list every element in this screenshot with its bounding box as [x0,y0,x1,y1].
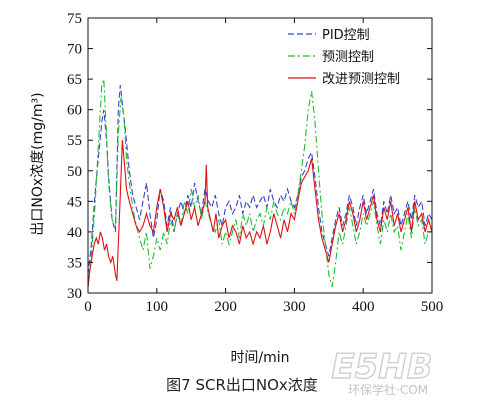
y-tick-label: 70 [67,42,82,58]
ticks-layer: 0 100 200 300 400 500 30 35 40 45 50 55 60 65 70 75 [67,11,443,315]
watermark-text: E5HB [331,347,432,387]
x-tick-label: 400 [352,299,375,315]
series-line-2 [87,78,432,288]
legend-label-3: 改进预测控制 [322,72,400,87]
axes-layer [87,17,433,294]
y-axis-label: 出口NOx浓度(mg/m³) [30,92,46,235]
legend-label-2: 预测控制 [322,50,374,65]
y-tick-label: 40 [67,225,82,241]
x-tick-label: 0 [84,299,92,315]
x-tick-label: 300 [283,299,306,315]
watermark-subtext: 环保学社·COM [348,382,428,397]
legend-label-1: PID控制 [322,28,370,43]
chart: 0 100 200 300 400 500 30 35 40 45 50 55 60 65 70 75 时间/… [30,11,443,366]
y-tick-label: 50 [67,164,82,180]
y-tick-label: 35 [67,255,82,271]
figure-caption: 图7 SCR出口NOx浓度 [166,376,318,394]
y-tick-label: 45 [67,194,82,210]
y-tick-label: 65 [67,72,82,88]
x-axis-label: 时间/min [230,350,289,366]
x-tick-label: 500 [421,299,444,315]
x-tick-label: 200 [214,299,237,315]
plot-frame [87,17,433,294]
watermark-logo: E5HB 环保学社·COM [331,346,434,397]
series-layer [87,78,433,288]
y-tick-label: 75 [67,11,82,27]
y-tick-label: 60 [67,103,82,119]
series-line-3 [87,140,433,287]
x-tick-label: 100 [146,299,169,315]
y-tick-label: 30 [67,286,82,302]
y-tick-label: 55 [67,133,82,149]
series-line-1 [87,85,433,275]
